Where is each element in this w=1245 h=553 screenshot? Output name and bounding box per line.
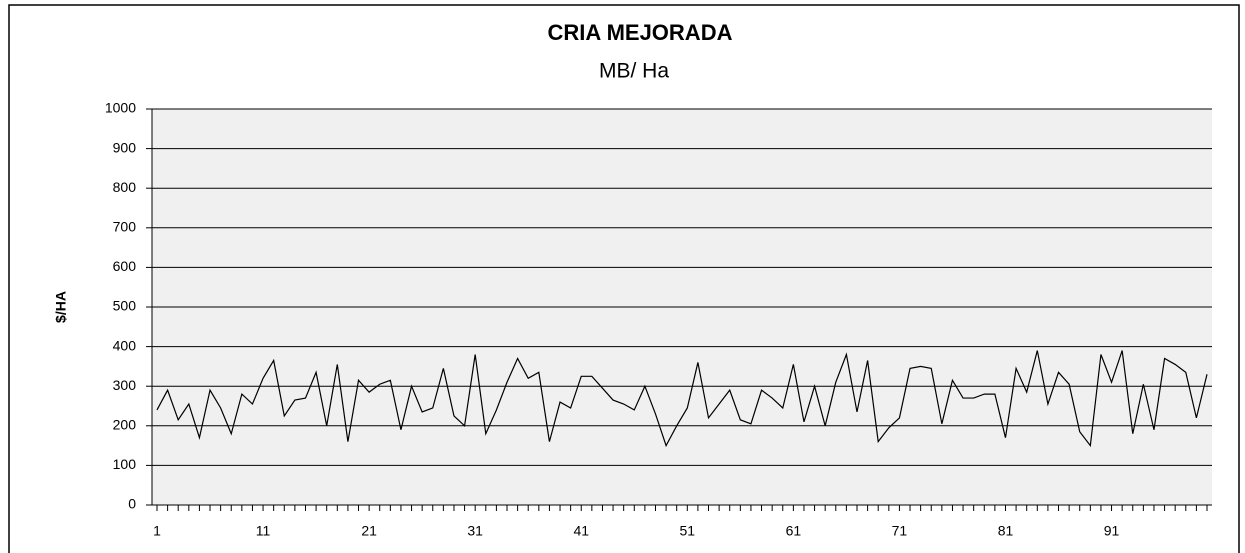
y-tick-label: 700 <box>113 219 137 235</box>
x-tick-label: 51 <box>680 523 696 539</box>
y-tick-label: 400 <box>113 337 137 353</box>
data-line <box>156 350 1208 448</box>
x-tick-label: 81 <box>998 523 1014 539</box>
y-tick-label: 1000 <box>105 100 136 116</box>
x-tick-label: 61 <box>786 523 802 539</box>
x-tick-label: 31 <box>467 523 483 539</box>
x-tick-label: 1 <box>153 523 161 539</box>
y-tick-label: 800 <box>113 179 137 195</box>
chart-subtitle: MB/ Ha <box>599 60 669 83</box>
y-tick-label: 100 <box>113 456 137 472</box>
y-tick-label: 300 <box>113 377 137 393</box>
x-tick-label: 21 <box>361 523 377 539</box>
y-tick-label: 500 <box>113 298 137 314</box>
chart-title: CRIA MEJORADA <box>548 20 733 45</box>
x-tick-label: 71 <box>892 523 908 539</box>
y-tick-label: 900 <box>113 139 137 155</box>
x-tick-label: 11 <box>256 523 271 539</box>
x-tick-label: 91 <box>1104 523 1120 539</box>
y-axis-label: $/HA <box>53 291 69 323</box>
y-tick-label: 0 <box>128 496 136 512</box>
y-tick-label: 600 <box>113 258 137 274</box>
x-tick-label: 41 <box>573 523 589 539</box>
y-tick-label: 200 <box>113 417 137 433</box>
